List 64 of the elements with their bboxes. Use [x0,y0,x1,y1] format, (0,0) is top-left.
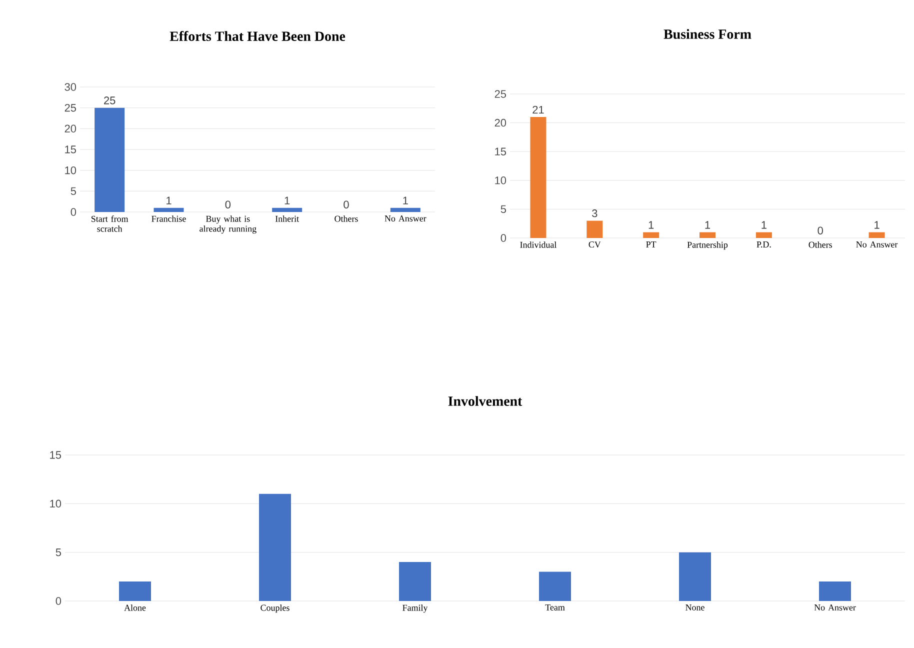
y-tick-label: 30 [64,83,76,91]
y-tick-label: 0 [500,234,506,242]
x-tick-label: Team [545,604,565,610]
bar [399,562,432,601]
y-tick-label: 10 [495,176,506,184]
x-tick-label: Alone [124,604,146,611]
data-label: 21 [532,106,544,114]
y-tick-label: 25 [494,90,506,98]
x-tick-label: Franchise [152,216,186,222]
data-label: 3 [592,209,598,218]
data-label: 1 [762,221,766,229]
chart-title: Efforts That Have Been Done [170,31,346,41]
bar [868,232,885,238]
x-tick-label: Others [808,242,832,248]
bar [679,552,712,601]
bar [819,582,852,601]
bar [259,494,292,601]
x-tick-label: Buy what is already running [200,216,256,234]
x-tick-label: None [686,604,704,610]
x-tick-label: Partnership [687,242,728,250]
y-tick-label: 0 [70,208,76,216]
x-tick-label: Inherit [275,216,299,222]
x-tick-label: Others [334,216,358,222]
bar [756,232,772,238]
data-label: 1 [166,196,172,204]
chart-title: Involvement [448,396,522,406]
data-label: 1 [648,221,654,229]
data-label: 0 [344,200,349,208]
x-tick-label: Family [402,604,428,613]
x-tick-label: CV [588,242,601,248]
chart-title: Business Form [664,29,752,39]
data-label: 1 [403,196,408,204]
bar [539,572,572,601]
bar [700,232,716,238]
x-tick-label: No Answer [814,604,856,611]
y-tick-label: 0 [56,597,62,605]
y-tick-label: 5 [56,548,62,556]
bar [643,232,660,238]
y-tick-label: 15 [50,451,62,459]
y-tick-label: 15 [495,148,506,156]
data-label: 1 [284,196,290,204]
x-tick-label: Couples [260,604,290,613]
data-label: 25 [104,96,116,104]
y-tick-label: 20 [494,118,506,127]
data-label: 1 [874,221,880,229]
x-tick-label: Start from scratch [92,216,128,232]
y-tick-label: 10 [50,500,62,508]
bar [530,117,546,238]
y-tick-label: 10 [65,166,76,174]
y-tick-label: 5 [500,205,506,214]
y-tick-label: 5 [70,187,76,195]
bar [119,582,152,601]
y-tick-label: 20 [64,124,76,133]
x-tick-label: P.D. [756,242,771,248]
data-label: 0 [225,200,231,208]
y-tick-label: 15 [65,146,76,154]
x-tick-label: No Answer [856,242,898,248]
x-tick-label: Individual [520,242,556,248]
data-label: 0 [818,226,823,234]
bar [586,220,603,238]
x-tick-label: PT [646,242,656,248]
x-tick-label: No Answer [384,216,426,222]
data-label: 1 [705,221,710,229]
y-tick-label: 25 [64,104,76,112]
